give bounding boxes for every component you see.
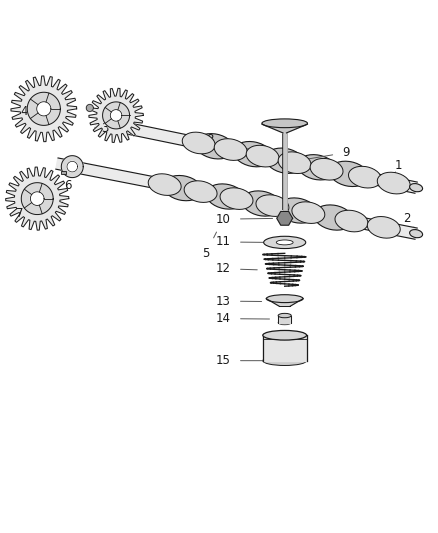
Text: 4: 4 [20,104,38,117]
Polygon shape [67,161,78,172]
Ellipse shape [264,236,306,248]
Text: 7: 7 [16,202,33,221]
Ellipse shape [310,158,343,180]
Polygon shape [21,183,53,215]
Ellipse shape [195,134,234,159]
Ellipse shape [377,172,410,194]
Ellipse shape [410,183,423,192]
Polygon shape [30,192,44,205]
Polygon shape [266,298,303,306]
Ellipse shape [335,210,368,232]
Ellipse shape [214,139,247,160]
Ellipse shape [266,295,303,303]
Polygon shape [278,316,291,322]
Polygon shape [110,110,122,121]
Text: 12: 12 [216,262,257,275]
Text: 11: 11 [216,236,264,248]
Polygon shape [89,88,143,142]
Text: 15: 15 [216,354,264,367]
Ellipse shape [148,174,181,196]
Text: 2: 2 [403,212,414,227]
Polygon shape [277,212,293,225]
Polygon shape [11,76,77,142]
Ellipse shape [314,205,353,230]
Text: 13: 13 [216,295,261,308]
Polygon shape [102,102,130,129]
Polygon shape [95,116,417,193]
Text: 6: 6 [64,167,72,192]
Text: 10: 10 [216,213,272,225]
Ellipse shape [292,202,325,223]
Text: 8: 8 [207,133,258,151]
Polygon shape [27,92,60,125]
Ellipse shape [278,198,317,223]
Text: 3: 3 [102,115,116,135]
Ellipse shape [246,146,279,167]
Text: 14: 14 [216,312,269,325]
Ellipse shape [220,188,253,209]
Text: 1: 1 [394,159,403,174]
Polygon shape [263,335,307,361]
Ellipse shape [242,191,281,216]
FancyBboxPatch shape [61,171,66,174]
Ellipse shape [367,216,400,238]
Polygon shape [6,167,69,230]
Ellipse shape [263,330,307,340]
Ellipse shape [278,320,291,325]
Ellipse shape [276,240,293,245]
Ellipse shape [349,166,381,188]
Polygon shape [262,124,307,133]
Ellipse shape [233,141,272,167]
Ellipse shape [297,155,336,180]
Polygon shape [56,158,417,239]
Ellipse shape [262,119,307,128]
Polygon shape [61,156,83,177]
Ellipse shape [329,161,368,187]
Ellipse shape [184,181,217,203]
Ellipse shape [182,132,215,154]
Ellipse shape [263,356,307,366]
Text: 5: 5 [202,232,216,260]
Polygon shape [86,104,93,111]
Ellipse shape [256,195,289,216]
Ellipse shape [206,184,245,209]
Ellipse shape [278,313,291,318]
Ellipse shape [278,152,311,174]
Text: 9: 9 [299,146,350,160]
Ellipse shape [410,230,423,238]
Polygon shape [37,102,51,116]
Ellipse shape [265,148,304,173]
Ellipse shape [163,175,202,201]
